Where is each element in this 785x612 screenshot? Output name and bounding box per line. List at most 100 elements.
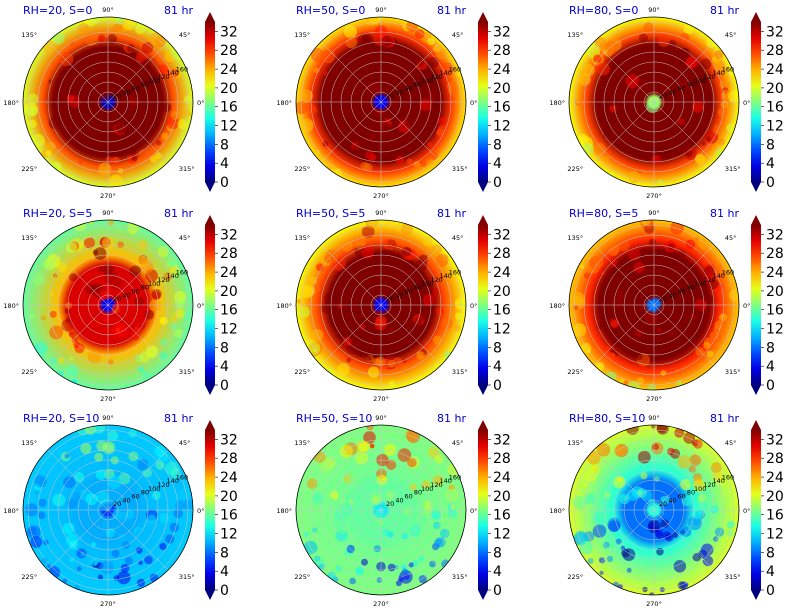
colorbar-fill — [205, 22, 215, 182]
heatmap-cell — [169, 522, 180, 533]
colorbar-tick-label: 20 — [493, 81, 511, 97]
colorbar-tick-label: 20 — [220, 489, 238, 505]
heatmap-cell — [348, 242, 354, 248]
angle-label: 45° — [452, 234, 464, 242]
heatmap-cell — [375, 108, 385, 118]
heatmap-cell — [379, 66, 388, 75]
heatmap-cell — [401, 532, 409, 540]
heatmap-cell — [688, 465, 697, 473]
heatmap-cell — [183, 311, 191, 320]
heatmap-cell — [609, 348, 615, 353]
radial-label: 100 — [694, 485, 706, 493]
heatmap-cell — [355, 122, 360, 127]
heatmap-cell — [344, 25, 358, 39]
heatmap-cell — [383, 238, 396, 251]
heatmap-cell — [65, 68, 77, 80]
polar-frame — [568, 16, 740, 188]
heatmap-cell — [161, 102, 172, 113]
heatmap-cell — [390, 308, 400, 318]
heatmap-cell — [118, 511, 128, 521]
heatmap-cell — [640, 47, 645, 52]
heatmap-cell — [47, 563, 52, 568]
heatmap-cell — [111, 549, 120, 558]
heatmap-cell — [408, 562, 414, 568]
heatmap-cell — [420, 160, 427, 168]
colorbar-tick-label: 28 — [493, 43, 511, 59]
heatmap-cell — [138, 560, 143, 565]
heatmap-cell — [727, 520, 735, 529]
colorbar-tick-label: 12 — [766, 527, 784, 543]
radial-label: 80 — [687, 489, 695, 497]
colorbar-extend-max — [205, 420, 215, 430]
heatmap-cell — [110, 70, 122, 82]
heatmap-cell — [395, 155, 404, 164]
grid-spoke — [320, 41, 382, 103]
heatmap-cell — [138, 149, 148, 158]
heatmap-cell — [645, 311, 658, 325]
heatmap-cell — [28, 526, 37, 536]
grid-spoke — [593, 509, 655, 571]
colorbar: 0 4 8 12 16 20 24 28 32 — [751, 12, 784, 192]
heatmap-cell — [117, 124, 124, 131]
heatmap-cell — [728, 71, 734, 77]
heatmap-cell — [121, 540, 130, 550]
colorbar-tick-label: 32 — [766, 24, 784, 40]
radial-label: 20 — [386, 92, 394, 100]
heatmap-cell — [614, 332, 619, 337]
heatmap-cell — [620, 545, 626, 551]
heatmap-cell — [137, 366, 145, 373]
colorbar-tick-label: 0 — [220, 583, 229, 599]
colorbar-tick-label: 24 — [493, 265, 511, 281]
angle-label: 0° — [470, 507, 477, 515]
colorbar-tick-label: 28 — [493, 246, 511, 262]
heatmap-cell — [160, 352, 167, 360]
colorbar-fill — [478, 430, 488, 590]
heatmap-cell — [96, 440, 108, 452]
heatmap-cell — [353, 80, 366, 93]
heatmap-cell — [321, 302, 333, 314]
heatmap-cell — [101, 520, 110, 528]
heatmap-cell — [649, 592, 655, 595]
heatmap-cell — [139, 351, 151, 363]
heatmap-cell — [695, 236, 700, 241]
heatmap-cell — [710, 505, 719, 514]
panel-time: 81 hr — [710, 4, 739, 17]
heatmap-cell — [349, 577, 356, 585]
colorbar-fill — [751, 22, 761, 182]
heatmap-cell — [392, 357, 403, 367]
heatmap-cell — [583, 483, 588, 488]
heatmap-cell — [422, 236, 433, 246]
heatmap-cell — [120, 563, 130, 573]
heatmap-cell — [41, 557, 48, 564]
heatmap-cell — [418, 254, 428, 264]
heatmap-cell — [656, 305, 667, 316]
heatmap-cell — [129, 64, 137, 72]
heatmap-cell — [63, 476, 76, 489]
heatmap-cell — [667, 243, 675, 251]
heatmap-cell — [142, 520, 151, 528]
heatmap-cell — [145, 145, 154, 155]
angle-label: 0° — [197, 302, 204, 310]
radial-label: 140 — [439, 69, 451, 77]
heatmap-cell — [78, 159, 84, 165]
radial-label: 120 — [430, 73, 442, 81]
heatmap-cell — [300, 118, 314, 133]
grid-spoke — [320, 509, 382, 571]
radial-label: 100 — [421, 485, 433, 493]
heatmap-cell — [78, 80, 89, 91]
colorbar-tick-label: 8 — [493, 545, 502, 561]
heatmap-cell — [67, 125, 74, 132]
heatmap-cell — [700, 58, 712, 70]
heatmap-cell — [401, 64, 414, 76]
panel-title: RH=50, S=10 — [296, 412, 372, 425]
heatmap-cell — [627, 247, 641, 261]
panel-time: 81 hr — [164, 4, 193, 17]
angle-label: 225° — [21, 368, 37, 376]
heatmap-cell — [683, 24, 694, 35]
heatmap-cell — [98, 34, 106, 42]
radial-label: 160 — [449, 268, 461, 276]
heatmap-cell — [128, 124, 135, 132]
panel-time: 81 hr — [437, 4, 466, 17]
heatmap-cell — [414, 56, 425, 67]
heatmap-cell — [592, 524, 607, 538]
